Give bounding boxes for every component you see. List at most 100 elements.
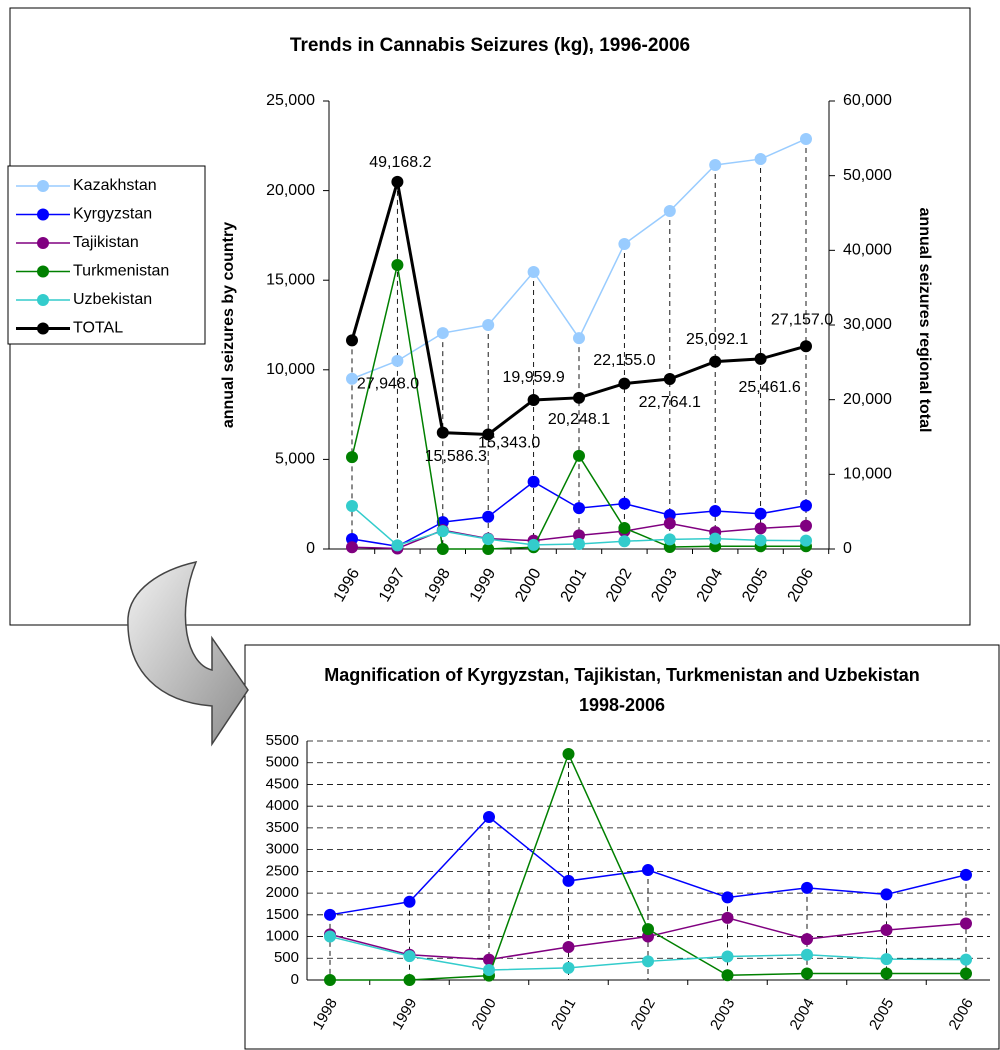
data-point bbox=[709, 356, 721, 368]
data-point bbox=[573, 392, 585, 404]
page: Trends in Cannabis Seizures (kg), 1996-2… bbox=[0, 0, 1000, 1050]
data-point bbox=[404, 950, 416, 962]
data-point bbox=[664, 517, 676, 529]
data-label: 15,343.0 bbox=[478, 435, 540, 452]
y2-tick-label: 10,000 bbox=[843, 466, 892, 483]
data-point bbox=[324, 931, 336, 943]
y2-tick-label: 50,000 bbox=[843, 167, 892, 184]
data-point bbox=[800, 340, 812, 352]
data-point bbox=[800, 535, 812, 547]
data-point bbox=[755, 353, 767, 365]
y-tick-label: 20,000 bbox=[266, 182, 315, 199]
y-tick-label: 15,000 bbox=[266, 271, 315, 288]
y2-axis-label: annual seizures regional total bbox=[916, 208, 933, 433]
data-point bbox=[324, 974, 336, 986]
data-point bbox=[755, 522, 767, 534]
legend-label: Turkmenistan bbox=[73, 263, 169, 280]
data-point bbox=[563, 875, 575, 887]
data-point bbox=[482, 533, 494, 545]
chart-title: Magnification of Kyrgyzstan, Tajikistan,… bbox=[245, 660, 999, 720]
legend-label: Kyrgyzstan bbox=[73, 206, 152, 223]
data-point bbox=[722, 969, 734, 981]
legend-label: TOTAL bbox=[73, 320, 123, 337]
data-label: 22,764.1 bbox=[639, 394, 701, 411]
y2-tick-label: 20,000 bbox=[843, 391, 892, 408]
y2-tick-label: 40,000 bbox=[843, 242, 892, 259]
data-point bbox=[722, 912, 734, 924]
data-point bbox=[437, 327, 449, 339]
chart-title-text: Magnification of Kyrgyzstan, Tajikistan,… bbox=[302, 660, 942, 720]
data-point bbox=[563, 748, 575, 760]
data-label: 19,959.9 bbox=[502, 369, 564, 386]
data-point bbox=[709, 533, 721, 545]
data-point bbox=[960, 967, 972, 979]
data-point bbox=[573, 502, 585, 514]
data-point bbox=[618, 522, 630, 534]
data-point bbox=[437, 543, 449, 555]
data-point bbox=[404, 974, 416, 986]
data-point bbox=[437, 525, 449, 537]
data-point bbox=[528, 539, 540, 551]
y-tick-label: 2500 bbox=[266, 862, 299, 879]
data-point bbox=[722, 891, 734, 903]
data-point bbox=[755, 534, 767, 546]
y-tick-label: 25,000 bbox=[266, 92, 315, 109]
data-point bbox=[404, 896, 416, 908]
y-tick-label: 10,000 bbox=[266, 361, 315, 378]
data-label: 22,155.0 bbox=[593, 352, 655, 369]
y2-tick-label: 30,000 bbox=[843, 316, 892, 333]
data-point bbox=[391, 259, 403, 271]
y-tick-label: 4500 bbox=[266, 775, 299, 792]
legend-label: Tajikistan bbox=[73, 234, 139, 251]
data-point bbox=[664, 373, 676, 385]
y-tick-label: 500 bbox=[274, 949, 299, 966]
data-point bbox=[801, 949, 813, 961]
y-tick-label: 1500 bbox=[266, 906, 299, 923]
legend-marker bbox=[37, 209, 49, 221]
data-point bbox=[709, 159, 721, 171]
y-tick-label: 5,000 bbox=[275, 451, 315, 468]
data-point bbox=[722, 951, 734, 963]
data-label: 20,248.1 bbox=[548, 411, 610, 428]
data-point bbox=[573, 332, 585, 344]
data-point bbox=[483, 811, 495, 823]
data-point bbox=[483, 964, 495, 976]
data-point bbox=[664, 205, 676, 217]
data-point bbox=[482, 511, 494, 523]
data-point bbox=[346, 451, 358, 463]
data-point bbox=[664, 533, 676, 545]
y-tick-label: 4000 bbox=[266, 797, 299, 814]
y-tick-label: 2000 bbox=[266, 884, 299, 901]
data-point bbox=[881, 888, 893, 900]
data-point bbox=[346, 334, 358, 346]
data-point bbox=[437, 427, 449, 439]
y2-tick-label: 60,000 bbox=[843, 92, 892, 109]
legend-marker bbox=[37, 266, 49, 278]
data-label: 27,157.0 bbox=[771, 311, 833, 328]
data-point bbox=[800, 133, 812, 145]
data-point bbox=[528, 476, 540, 488]
data-point bbox=[391, 176, 403, 188]
data-point bbox=[391, 355, 403, 367]
data-point bbox=[801, 882, 813, 894]
legend-marker bbox=[37, 237, 49, 249]
data-point bbox=[801, 967, 813, 979]
data-point bbox=[346, 541, 358, 553]
figure: Trends in Cannabis Seizures (kg), 1996-2… bbox=[0, 0, 1000, 1050]
y-tick-label: 0 bbox=[291, 971, 299, 988]
data-point bbox=[881, 953, 893, 965]
data-point bbox=[642, 864, 654, 876]
data-label: 25,092.1 bbox=[686, 331, 748, 348]
data-point bbox=[618, 238, 630, 250]
chart-title: Trends in Cannabis Seizures (kg), 1996-2… bbox=[290, 35, 690, 56]
data-point bbox=[573, 538, 585, 550]
data-point bbox=[573, 450, 585, 462]
legend-marker bbox=[37, 180, 49, 192]
data-label: 49,168.2 bbox=[369, 154, 431, 171]
data-point bbox=[482, 319, 494, 331]
data-point bbox=[801, 933, 813, 945]
y2-tick-label: 0 bbox=[843, 540, 852, 557]
data-point bbox=[642, 955, 654, 967]
data-point bbox=[960, 918, 972, 930]
data-point bbox=[755, 508, 767, 520]
